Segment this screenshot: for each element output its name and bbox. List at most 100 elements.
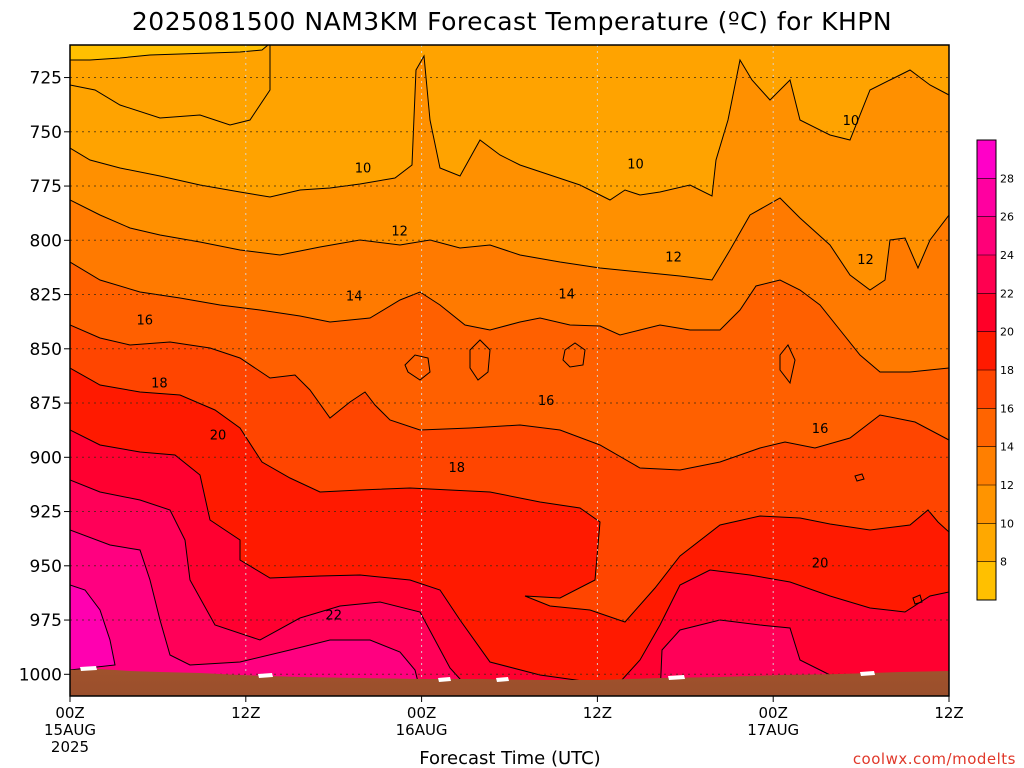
x-tick-label: 12Z xyxy=(934,704,963,722)
x-tick-date: 17AUG xyxy=(747,721,799,739)
contour-label-10: 10 xyxy=(843,114,860,129)
y-tick-label: 775 xyxy=(30,177,62,197)
contour-label-22: 22 xyxy=(325,609,342,624)
colorbar-tick-label: 22 xyxy=(1000,287,1014,300)
contour-20-cell-f xyxy=(912,594,923,605)
x-tick-year: 2025 xyxy=(51,738,89,756)
contour-label-16: 16 xyxy=(538,394,555,409)
contour-14-cell-a xyxy=(404,354,431,381)
y-tick-label: 975 xyxy=(30,611,62,631)
contour-10 xyxy=(70,54,949,201)
colorbar-tick-label: 28 xyxy=(1000,172,1014,185)
y-tick-label: 825 xyxy=(30,286,62,306)
contour-14 xyxy=(70,261,949,373)
credit-link[interactable]: coolwx.com/modelts xyxy=(853,750,1016,768)
contour-24 xyxy=(70,529,421,691)
colorbar-swatch xyxy=(977,446,996,486)
colorbar-tick-label: 26 xyxy=(1000,211,1014,224)
contour-label-20: 20 xyxy=(210,429,227,444)
colorbar-tick-label: 8 xyxy=(1000,556,1007,569)
y-tick-label: 950 xyxy=(30,557,62,577)
colorbar-tick-label: 24 xyxy=(1000,249,1014,262)
colorbar-swatch xyxy=(977,293,996,333)
colorbar-tick-label: 20 xyxy=(1000,326,1014,339)
terrain-snow-speck-4 xyxy=(496,677,509,682)
band-26-28 xyxy=(70,530,420,696)
contour-label-12: 12 xyxy=(665,251,682,266)
contour-label-10: 10 xyxy=(627,157,644,172)
colorbar-swatch xyxy=(977,561,996,601)
contour-label-14: 14 xyxy=(558,288,575,303)
plot-area: 10 10 10 12 12 12 14 14 16 16 16 18 18 20 20 22 xyxy=(70,45,949,696)
contour-label-18: 18 xyxy=(151,377,168,392)
x-tick-label: 12Z xyxy=(583,704,612,722)
y-tick-label: 750 xyxy=(30,123,62,143)
terrain-surface xyxy=(70,669,949,696)
y-tick-label: 875 xyxy=(30,394,62,414)
grid xyxy=(70,45,949,696)
contour-label-12: 12 xyxy=(391,225,408,240)
terrain-snow-speck-5 xyxy=(668,675,685,680)
contour-18 xyxy=(70,367,949,623)
contour-label-12: 12 xyxy=(857,253,874,268)
contour-label-10: 10 xyxy=(355,162,372,177)
y-axis: 725 750 775 800 825 850 875 900 925 950 975 1000 xyxy=(19,69,70,685)
colorbar-swatch xyxy=(977,370,996,409)
colorbar-swatch xyxy=(977,216,996,256)
y-tick-label: 800 xyxy=(30,231,62,251)
colorbar: 8 10 12 14 16 18 20 22 24 26 28 xyxy=(976,139,1014,601)
colorbar-swatch xyxy=(977,331,996,371)
y-tick-label: 900 xyxy=(30,448,62,468)
y-tick-label: 850 xyxy=(30,340,62,360)
contour-22-west xyxy=(70,479,471,691)
contour-label-14: 14 xyxy=(346,290,363,305)
x-tick-date: 16AUG xyxy=(396,721,448,739)
colorbar-swatch xyxy=(977,255,996,294)
contour-label-16: 16 xyxy=(812,422,829,437)
x-tick-label: 12Z xyxy=(231,704,260,722)
colorbar-swatch xyxy=(977,408,996,448)
x-tick-label: 00Z xyxy=(759,704,788,722)
colorbar-swatch xyxy=(977,178,996,218)
terrain-snow-speck-6 xyxy=(860,671,875,676)
terrain-snow-speck-2 xyxy=(258,673,273,678)
contour-16 xyxy=(70,324,949,471)
contour-10-west xyxy=(70,45,269,61)
colorbar-tick-label: 18 xyxy=(1000,364,1014,377)
contour-label-16: 16 xyxy=(136,314,153,329)
contour-lines xyxy=(70,45,949,696)
colorbar-tick-label: 14 xyxy=(1000,441,1014,454)
contour-10-pocket xyxy=(70,45,271,126)
terrain-snow-speck-3 xyxy=(438,677,451,682)
y-tick-label: 1000 xyxy=(19,665,62,685)
colorbar-tick-label: 16 xyxy=(1000,402,1014,415)
x-axis-label: Forecast Time (UTC) xyxy=(419,748,600,768)
band-28-30 xyxy=(70,585,115,670)
contour-label-20: 20 xyxy=(812,557,829,572)
contour-labels: 10 10 10 12 12 12 14 14 16 16 16 18 18 20 20 22 xyxy=(136,114,873,624)
colorbar-tick-label: 10 xyxy=(1000,517,1014,530)
x-tick-label: 00Z xyxy=(55,704,84,722)
y-tick-label: 725 xyxy=(30,69,62,89)
colorbar-tick-label: 12 xyxy=(1000,479,1014,492)
contour-14-cell-b xyxy=(469,339,491,381)
contour-20 xyxy=(70,429,949,683)
contour-label-18: 18 xyxy=(448,461,465,476)
chart-title: 2025081500 NAM3KM Forecast Temperature (… xyxy=(132,7,892,36)
colorbar-swatch xyxy=(977,485,996,524)
contour-16-cell-e xyxy=(854,473,865,482)
contour-12 xyxy=(70,197,949,291)
colorbar-swatch xyxy=(977,523,996,563)
terrain-snow-speck-1 xyxy=(80,666,97,671)
plot-frame xyxy=(69,44,950,697)
contour-14-cell-c xyxy=(562,342,586,368)
x-tick-label: 00Z xyxy=(407,704,436,722)
y-tick-label: 925 xyxy=(30,503,62,523)
contour-16-cell-d xyxy=(779,344,796,385)
terrain-layer xyxy=(70,666,949,696)
temperature-bands xyxy=(70,45,949,696)
contour-26 xyxy=(70,584,116,671)
colorbar-swatch xyxy=(977,140,996,179)
